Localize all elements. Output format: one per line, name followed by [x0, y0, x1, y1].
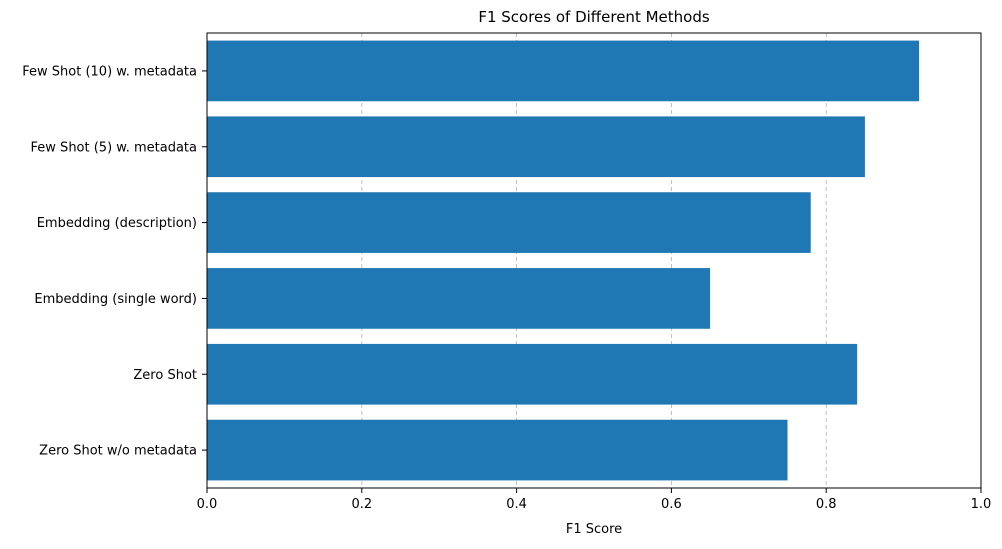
x-axis-label: F1 Score [566, 522, 622, 537]
y-tick-label: Zero Shot [133, 368, 197, 383]
grid-lines [361, 33, 827, 488]
bar [207, 343, 858, 405]
x-axis-ticks: 0.0 0.2 0.4 0.6 0.8 1.0 [197, 488, 992, 512]
bar [207, 419, 788, 481]
x-tick-label: 0.8 [816, 497, 837, 512]
bar [207, 116, 865, 178]
x-tick-label: 0.4 [506, 497, 527, 512]
bar [207, 268, 711, 329]
y-tick-label: Embedding (single word) [34, 292, 197, 307]
x-tick-label: 0.0 [197, 497, 218, 512]
bar [207, 40, 920, 102]
chart-title: F1 Scores of Different Methods [478, 8, 710, 26]
bar [207, 192, 811, 253]
y-tick-label: Embedding (description) [37, 216, 197, 231]
y-tick-label: Few Shot (10) w. metadata [22, 64, 197, 79]
x-tick-label: 0.2 [351, 497, 372, 512]
y-axis-ticks: Zero Shot w/o metadata Zero Shot Embedding… [22, 64, 207, 459]
y-tick-label: Few Shot (5) w. metadata [31, 140, 197, 155]
x-tick-label: 0.6 [661, 497, 682, 512]
y-tick-label: Zero Shot w/o metadata [39, 444, 197, 459]
plot-frame [206, 32, 982, 489]
x-tick-label: 1.0 [971, 497, 992, 512]
bars [207, 40, 920, 481]
